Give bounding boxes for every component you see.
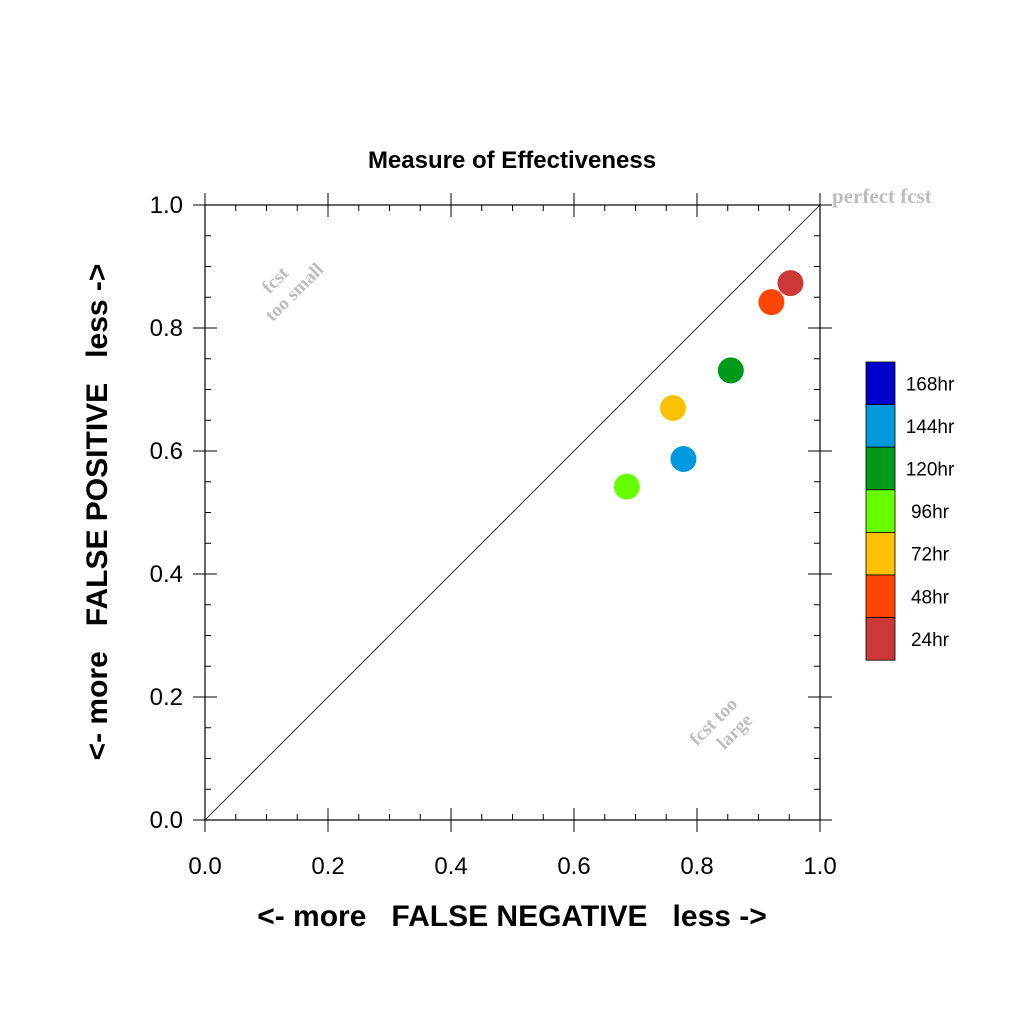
perfect-forecast-diagonal	[204, 204, 821, 821]
y-tick-label: 0.2	[150, 684, 183, 711]
data-points	[613, 270, 804, 500]
legend-swatch-144hr	[865, 404, 896, 448]
y-tick-label: 1.0	[150, 192, 183, 219]
legend-swatch-96hr	[865, 489, 896, 533]
legend-swatch-120hr	[865, 446, 896, 491]
x-tick-label: 0.2	[311, 853, 344, 880]
minor-ticks	[205, 205, 820, 820]
x-tick-label: 0.8	[680, 853, 713, 880]
legend-swatch-168hr	[865, 361, 896, 405]
y-tick-label: 0.0	[150, 807, 183, 834]
legend-label-24hr: 24hr	[911, 630, 950, 651]
annotation-perfect-fcst: perfect fcst	[832, 184, 932, 208]
legend-label-96hr: 96hr	[911, 502, 950, 523]
chart-title: Measure of Effectiveness	[368, 147, 656, 174]
point-96hr	[613, 473, 640, 500]
legend-swatch-72hr	[865, 532, 896, 576]
point-24hr	[777, 270, 804, 297]
point-144hr	[670, 445, 697, 472]
annotation-fcst-too-large: fcst too large	[686, 694, 757, 754]
y-tick-label: 0.6	[150, 438, 183, 465]
legend-label-48hr: 48hr	[911, 587, 950, 608]
major-ticks	[193, 193, 832, 832]
annotation-fcst-too-small: fcst too small	[258, 259, 328, 326]
legend-label-120hr: 120hr	[906, 460, 955, 481]
legend: 168hr 144hr 120hr 96hr 72hr 48hr 24hr	[865, 361, 955, 661]
x-tick-label: 0.0	[188, 853, 221, 880]
y-tick-labels: 0.0 0.2 0.4 0.6 0.8 1.0	[150, 192, 183, 834]
legend-label-168hr: 168hr	[906, 374, 955, 395]
point-48hr	[758, 289, 785, 316]
legend-label-72hr: 72hr	[911, 545, 950, 566]
x-tick-label: 1.0	[803, 853, 836, 880]
y-axis-label: <- more FALSE POSITIVE less ->	[81, 264, 114, 761]
y-tick-label: 0.8	[150, 315, 183, 342]
x-tick-label: 0.6	[557, 853, 590, 880]
legend-swatch-24hr	[865, 617, 896, 661]
legend-label-144hr: 144hr	[906, 417, 955, 438]
x-tick-labels: 0.0 0.2 0.4 0.6 0.8 1.0	[188, 853, 836, 880]
point-72hr	[660, 394, 687, 421]
x-axis-label: <- more FALSE NEGATIVE less ->	[257, 900, 767, 933]
y-tick-label: 0.4	[150, 561, 183, 588]
x-tick-label: 0.4	[434, 853, 467, 880]
legend-swatch-48hr	[865, 574, 896, 618]
point-120hr	[717, 357, 744, 384]
